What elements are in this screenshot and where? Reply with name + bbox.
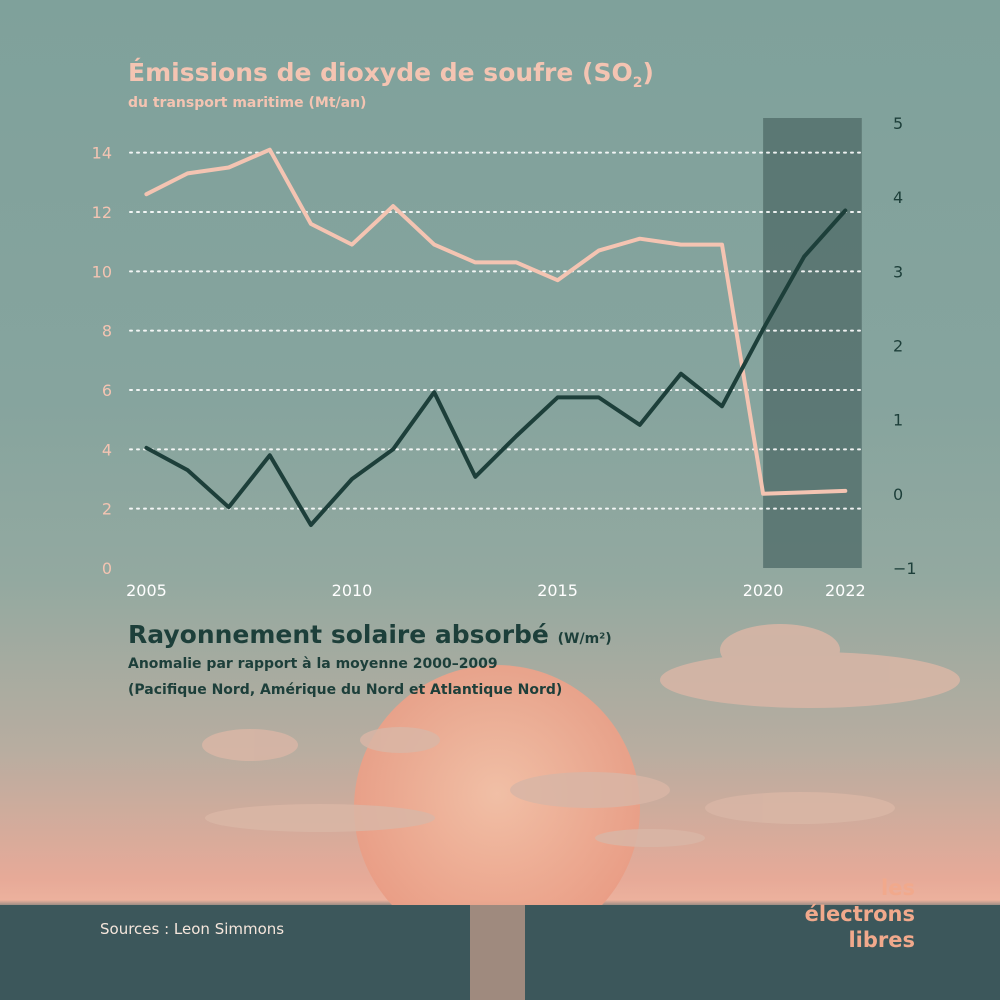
cloud [720,624,840,676]
cloud [202,729,298,761]
radiation-subtitle-2: (Pacifique Nord, Amérique du Nord et Atl… [128,682,563,698]
x-axis-tick-label: 2020 [743,581,784,600]
right-axis-tick-label: 0 [893,485,903,504]
right-axis-tick-label: 4 [893,188,903,207]
sun-reflection [470,905,525,1000]
clouds [202,624,960,847]
left-axis-tick-label: 4 [102,440,112,459]
left-axis-tick-label: 14 [92,144,112,163]
radiation-subtitle-1: Anomalie par rapport à la moyenne 2000–2… [128,656,498,672]
radiation-title-unit: (W/m²) [557,631,612,647]
cloud [205,804,435,832]
x-axis-tick-label: 2015 [537,581,578,600]
so2-title-close: ) [642,58,654,87]
x-axis-tick-label: 2022 [825,581,866,600]
logo-line-1: les électrons [804,876,915,926]
right-axis-tick-label: 5 [893,114,903,133]
so2-title-text: Émissions de dioxyde de soufre (SO [128,58,633,87]
left-axis-tick-label: 6 [102,381,112,400]
left-axis-tick-label: 2 [102,500,112,519]
right-axis-tick-label: 3 [893,262,903,281]
cloud [595,829,705,847]
x-axis-tick-label: 2005 [126,581,167,600]
so2-title-subscript: 2 [632,75,643,91]
right-axis-tick-label: 2 [893,337,903,356]
radiation-chart-title: Rayonnement solaire absorbé (W/m²) [128,620,612,649]
cloud [360,727,440,753]
left-axis-tick-label: 10 [92,262,112,281]
sources-note: Sources : Leon Simmons [100,920,285,938]
logo-line-2: libres [848,928,915,952]
radiation-title-text: Rayonnement solaire absorbé [128,620,549,649]
right-axis-tick-label: −1 [893,559,917,578]
left-axis-tick-label: 8 [102,322,112,341]
brand-logo: les électrons libres [775,875,915,953]
left-axis-tick-label: 0 [102,559,112,578]
x-axis-tick-label: 2010 [332,581,373,600]
so2-chart-title: Émissions de dioxyde de soufre (SO2) [128,58,654,91]
solar-radiation-line [144,208,848,527]
right-axis-tick-label: 1 [893,411,903,430]
so2-emissions-line [144,147,848,496]
left-axis-tick-label: 12 [92,203,112,222]
so2-chart-subtitle: du transport maritime (Mt/an) [128,95,367,111]
cloud [705,792,895,824]
cloud [510,772,670,808]
highlight-band [763,118,862,568]
